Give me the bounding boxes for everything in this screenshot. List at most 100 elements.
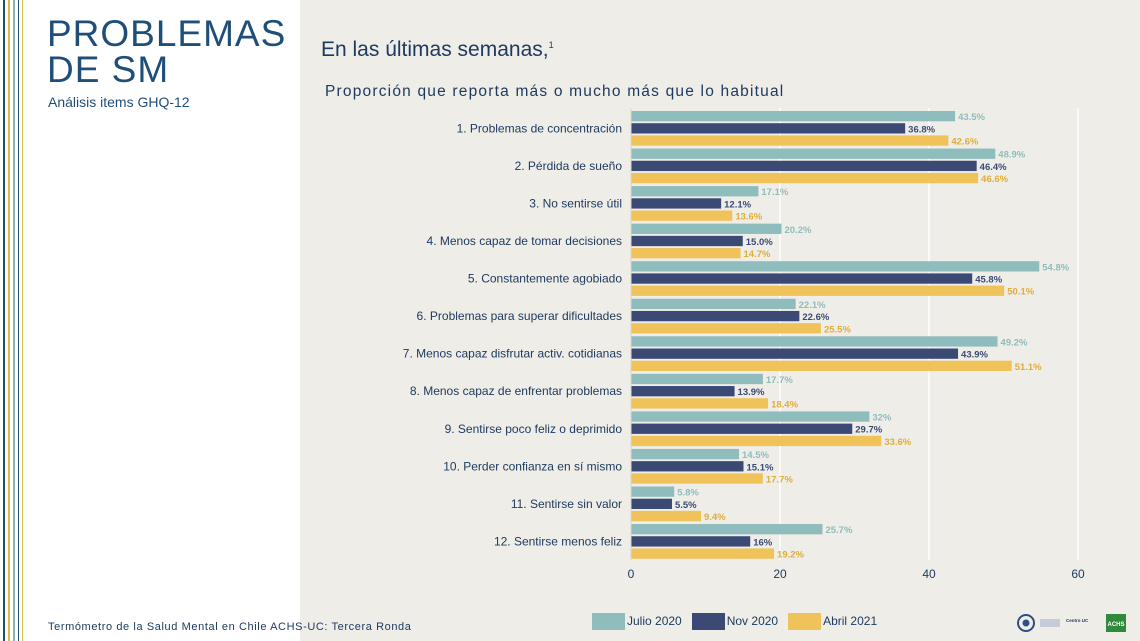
category-label-6: 6. Problemas para superar dificultades (417, 309, 622, 323)
bar-julio-7 (631, 336, 998, 347)
centro-uc-logo: Centro UC (1066, 618, 1089, 623)
value-label-julio-10: 14.5% (742, 450, 769, 461)
bar-julio-9 (631, 411, 870, 422)
bar-abril-1 (631, 135, 949, 146)
footnote-marker: 1 (548, 40, 554, 50)
legend-item-nov: Nov 2020 (691, 612, 779, 630)
value-label-nov-9: 29.7% (855, 425, 882, 436)
value-label-abril-9: 33.6% (884, 437, 911, 448)
legend-label-abril: Abril 2021 (823, 614, 878, 628)
value-label-julio-9: 32% (872, 413, 892, 424)
value-label-nov-4: 15.0% (746, 237, 773, 248)
value-label-julio-3: 17.1% (761, 187, 788, 198)
value-label-abril-8: 18.4% (771, 399, 798, 410)
legend-swatch-julio (592, 612, 625, 630)
value-label-abril-11: 9.4% (704, 512, 726, 523)
stripe-gold-2 (22, 0, 23, 641)
bar-julio-2 (631, 148, 996, 159)
stripe-navy-2 (18, 0, 19, 641)
bar-abril-6 (631, 323, 821, 334)
section-heading: En las últimas semanas,1 (321, 38, 554, 62)
bar-nov-7 (631, 348, 959, 359)
category-label-11: 11. Sentirse sin valor (511, 497, 622, 511)
value-label-julio-11: 5.8% (677, 488, 699, 499)
value-label-nov-12: 16% (753, 537, 773, 548)
category-label-7: 7. Menos capaz disfrutar activ. cotidian… (403, 347, 622, 361)
stripe-navy-1 (3, 0, 5, 641)
bar-julio-12 (631, 524, 823, 535)
value-label-nov-11: 5.5% (675, 500, 697, 511)
bar-abril-4 (631, 248, 741, 259)
value-label-abril-7: 51.1% (1015, 362, 1042, 373)
legend-swatch-nov (691, 612, 725, 630)
value-label-abril-2: 46.6% (981, 174, 1008, 185)
value-label-nov-3: 12.1% (724, 199, 751, 210)
bar-abril-12 (631, 548, 775, 559)
value-label-abril-3: 13.6% (735, 212, 762, 223)
category-label-9: 9. Sentirse poco feliz o deprimido (445, 422, 623, 436)
category-label-4: 4. Menos capaz de tomar decisiones (427, 234, 622, 248)
legend-label-nov: Nov 2020 (726, 614, 779, 628)
category-label-5: 5. Constantemente agobiado (468, 272, 622, 286)
bar-abril-10 (631, 473, 763, 484)
category-label-10: 10. Perder confianza en sí mismo (443, 459, 622, 473)
value-label-nov-8: 13.9% (738, 387, 765, 398)
category-label-8: 8. Menos capaz de enfrentar problemas (410, 384, 622, 398)
x-tick-label-0: 0 (628, 567, 635, 581)
value-label-julio-12: 25.7% (825, 525, 852, 536)
bar-abril-3 (631, 210, 733, 221)
value-label-julio-4: 20.2% (784, 225, 811, 236)
chart-title: Proporción que reporta más o mucho más q… (325, 83, 785, 100)
category-label-1: 1. Problemas de concentración (457, 121, 622, 135)
bar-nov-2 (631, 160, 977, 172)
value-label-julio-5: 54.8% (1042, 262, 1069, 273)
value-label-abril-4: 14.7% (744, 249, 771, 260)
bar-nov-8 (631, 386, 735, 397)
bar-julio-5 (631, 261, 1040, 272)
category-label-2: 2. Pérdida de sueño (515, 159, 623, 173)
bar-julio-8 (631, 373, 763, 385)
section-heading-text: En las últimas semanas, (321, 38, 549, 61)
achs-logo-text: ACHS (1107, 622, 1124, 628)
value-label-julio-2: 48.9% (998, 150, 1025, 161)
bar-julio-6 (631, 298, 796, 310)
value-label-julio-1: 43.5% (958, 112, 985, 123)
bar-nov-5 (631, 273, 973, 284)
legend-label-julio: Julio 2020 (627, 614, 682, 628)
legend-item-abril: Abril 2021 (788, 612, 878, 630)
bar-julio-1 (631, 111, 956, 122)
value-label-abril-6: 25.5% (824, 324, 851, 335)
value-label-julio-8: 17.7% (766, 375, 793, 386)
value-label-nov-6: 22.6% (802, 312, 829, 323)
bar-nov-11 (631, 498, 672, 509)
left-panel (0, 0, 300, 641)
bar-nov-3 (631, 198, 722, 209)
bar-abril-9 (631, 435, 882, 447)
university-logo-icon (1040, 619, 1060, 627)
x-tick-label-60: 60 (1071, 567, 1085, 581)
achs-logo-icon (1106, 614, 1126, 632)
value-label-abril-1: 42.6% (951, 137, 978, 148)
bar-julio-3 (631, 186, 759, 197)
value-label-nov-10: 15.1% (746, 462, 773, 473)
decorative-stripes (3, 0, 23, 641)
chart-legend: Julio 2020 Nov 2020 Abril 2021 (592, 612, 887, 630)
footer-source: Termómetro de la Salud Mental en Chile A… (48, 621, 412, 633)
x-tick-label-40: 40 (922, 567, 936, 581)
bar-abril-11 (631, 510, 702, 522)
bar-abril-5 (631, 285, 1005, 296)
value-label-nov-5: 45.8% (975, 275, 1002, 286)
bar-nov-9 (631, 423, 853, 434)
value-label-abril-10: 17.7% (766, 474, 793, 485)
bar-julio-4 (631, 223, 782, 234)
slide-title: PROBLEMAS DE SM (47, 13, 287, 90)
bar-abril-8 (631, 398, 769, 409)
value-label-abril-12: 19.2% (777, 550, 804, 561)
slide-subtitle: Análisis items GHQ-12 (48, 94, 190, 110)
value-label-nov-2: 46.4% (980, 162, 1007, 173)
institution-logos: Centro UC ACHS (1017, 614, 1126, 632)
legend-swatch-abril (788, 612, 822, 630)
value-label-julio-6: 22.1% (799, 300, 826, 311)
bar-abril-2 (631, 172, 979, 184)
